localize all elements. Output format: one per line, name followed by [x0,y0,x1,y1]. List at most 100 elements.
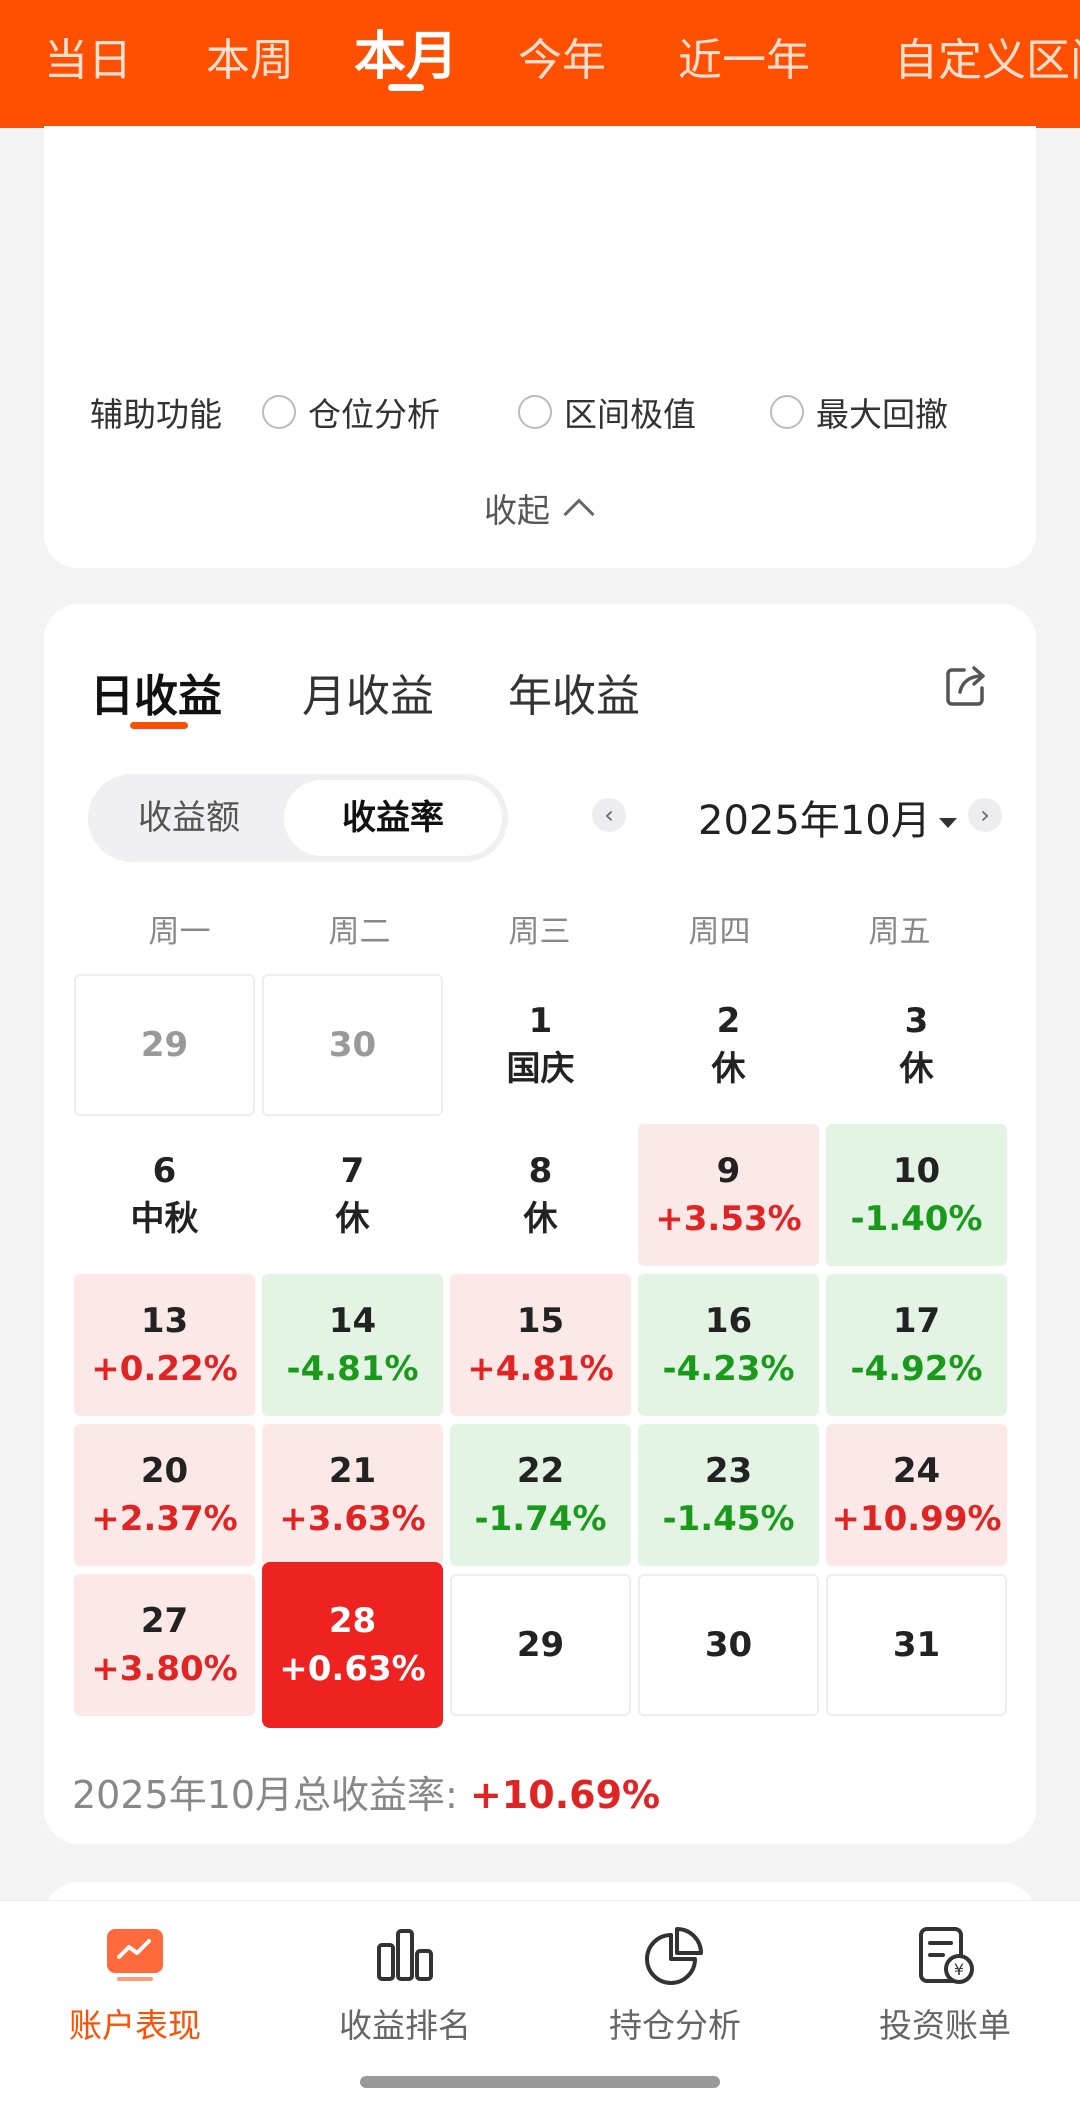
segment-rate[interactable]: 收益率 [284,780,502,856]
collapse-label: 收起 [484,491,550,530]
calendar-day-cell[interactable]: 20 +2.37% [74,1424,255,1566]
day-number: 13 [140,1301,189,1341]
chevron-up-icon [563,498,595,530]
weekday-header: 周二 [328,914,391,950]
calendar-day-cell[interactable]: 28 +0.63% [262,1562,443,1728]
tab-this-year[interactable]: 今年 [518,35,606,86]
day-number: 9 [716,1151,741,1191]
calendar-day-cell[interactable]: 13 +0.22% [74,1274,255,1416]
day-number: 16 [704,1301,753,1341]
daily-return-value: -1.74% [474,1499,607,1539]
tab-daily-returns[interactable]: 日收益 [90,671,222,722]
active-tab-indicator [130,722,188,729]
daily-return-value: +2.37% [91,1499,238,1539]
tab-past-year[interactable]: 近一年 [678,35,810,86]
holiday-note: 休 [523,1199,558,1239]
svg-text:¥: ¥ [954,1960,964,1979]
tab-this-month[interactable]: 本月 [354,27,459,87]
weekday-header: 周三 [508,914,571,950]
calendar-day-cell[interactable]: 27 +3.80% [74,1574,255,1716]
nav-account-performance[interactable]: 账户表现 [0,1923,270,2047]
daily-return-value: -4.92% [850,1349,983,1389]
calendar-day-cell[interactable]: 23 -1.45% [638,1424,819,1566]
tab-monthly-returns[interactable]: 月收益 [302,671,434,722]
month-picker[interactable]: 2025年10月 [698,788,957,846]
max-drawdown-option[interactable]: 最大回撤 [770,388,948,436]
calendar-day-cell[interactable]: 6 中秋 [74,1124,255,1266]
holiday-note: 休 [711,1049,746,1089]
calendar-day-cell[interactable]: 15 +4.81% [450,1274,631,1416]
calendar-day-cell[interactable]: 30 [262,974,443,1116]
chart-options-card: 辅助功能 仓位分析 区间极值 最大回撤 收起 [44,126,1036,568]
pie-chart-icon [645,1927,703,1985]
calendar-day-cell[interactable]: 9 +3.53% [638,1124,819,1266]
day-number: 8 [528,1151,553,1191]
position-analysis-option[interactable]: 仓位分析 [262,388,440,436]
period-tab-bar: 当日 本周 本月 今年 近一年 自定义区间 [0,0,1080,128]
calendar-day-cell[interactable]: 17 -4.92% [826,1274,1007,1416]
caret-down-icon [938,818,957,828]
calendar-day-cell[interactable]: 29 [74,974,255,1116]
day-number: 30 [704,1625,753,1665]
month-selector: ‹ 2025年10月 › [592,788,1012,848]
chevron-right-icon[interactable]: › [968,798,1002,832]
holiday-note: 国庆 [506,1049,575,1089]
daily-return-value: +10.99% [831,1499,1002,1539]
daily-return-value: +0.63% [279,1649,426,1689]
nav-label: 投资账单 [879,2006,1011,2045]
nav-label: 账户表现 [69,2006,201,2045]
day-number: 6 [152,1151,177,1191]
tab-this-week[interactable]: 本周 [206,35,294,86]
calendar-day-cell[interactable]: 10 -1.40% [826,1124,1007,1266]
calendar-day-cell[interactable]: 30 [638,1574,819,1716]
calendar-day-cell[interactable]: 16 -4.23% [638,1274,819,1416]
day-number: 27 [140,1601,189,1641]
radio-icon[interactable] [518,395,552,429]
calendar-day-cell[interactable]: 24 +10.99% [826,1424,1007,1566]
calendar-day-cell[interactable]: 22 -1.74% [450,1424,631,1566]
nav-holdings-analysis[interactable]: 持仓分析 [540,1923,810,2047]
tab-today[interactable]: 当日 [44,35,132,86]
bill-icon: ¥ [919,1927,974,1984]
day-number: 7 [340,1151,365,1191]
weekday-header: 周五 [868,914,931,950]
option-label: 仓位分析 [308,395,440,434]
nav-investment-bill[interactable]: ¥ 投资账单 [810,1923,1080,2047]
month-total-return: 2025年10月总收益率: +10.69% [72,1764,660,1819]
nav-returns-ranking[interactable]: 收益排名 [270,1923,540,2047]
tab-yearly-returns[interactable]: 年收益 [508,671,640,722]
returns-calendar-card: 日收益 月收益 年收益 收益额 收益率 ‹ 2025年10月 › 周一 周二 周… [44,604,1036,1844]
calendar-day-cell[interactable]: 1 国庆 [450,974,631,1116]
calendar-day-cell[interactable]: 29 [450,1574,631,1716]
radio-icon[interactable] [770,395,804,429]
tab-custom-range[interactable]: 自定义区间 [894,35,1080,86]
daily-return-value: +4.81% [467,1349,614,1389]
day-number: 17 [892,1301,941,1341]
metric-segment-control: 收益额 收益率 [88,774,508,862]
calendar-day-cell[interactable]: 21 +3.63% [262,1424,443,1566]
day-number: 15 [516,1301,565,1341]
daily-return-value: -4.23% [662,1349,795,1389]
weekday-header: 周四 [688,914,751,950]
day-number: 29 [140,1025,189,1065]
calendar-day-cell[interactable]: 14 -4.81% [262,1274,443,1416]
chevron-left-icon[interactable]: ‹ [592,798,626,832]
daily-return-value: +3.53% [655,1199,802,1239]
segment-amount[interactable]: 收益额 [138,798,240,838]
day-number: 31 [892,1625,941,1665]
range-extremes-option[interactable]: 区间极值 [518,388,696,436]
radio-icon[interactable] [262,395,296,429]
day-number: 28 [328,1601,377,1641]
day-number: 29 [516,1625,565,1665]
share-icon[interactable] [942,662,990,710]
collapse-button[interactable]: 收起 [484,484,595,532]
daily-return-value: -4.81% [286,1349,419,1389]
calendar-day-cell[interactable]: 31 [826,1574,1007,1716]
day-number: 20 [140,1451,189,1491]
aux-functions-label: 辅助功能 [90,395,222,434]
day-number: 1 [528,1001,553,1041]
